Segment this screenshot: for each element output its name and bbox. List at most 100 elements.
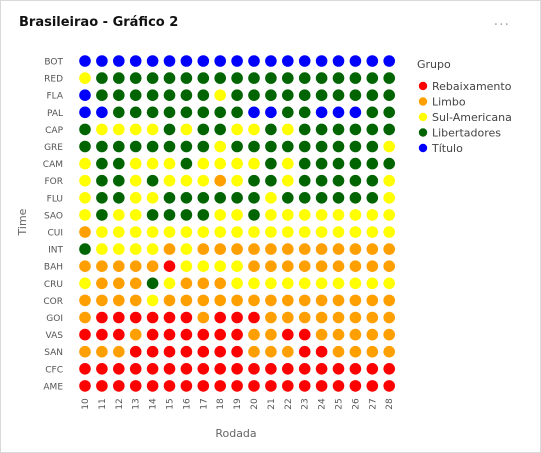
data-dot xyxy=(113,363,125,375)
data-dot xyxy=(383,345,396,358)
data-dot xyxy=(332,243,345,255)
data-dot xyxy=(146,328,159,341)
data-dot xyxy=(366,106,379,119)
y-tick-label: GOI xyxy=(46,314,63,324)
data-dot xyxy=(315,192,328,204)
data-dot xyxy=(79,294,91,307)
data-dot xyxy=(79,209,91,221)
data-dot xyxy=(298,260,311,273)
data-dot xyxy=(180,277,193,290)
data-dot xyxy=(163,380,176,392)
data-dot xyxy=(315,363,328,375)
data-dot xyxy=(248,174,260,187)
data-dot xyxy=(383,123,396,136)
data-dot xyxy=(349,294,362,307)
data-dot xyxy=(163,140,176,153)
data-dot xyxy=(366,89,379,101)
y-tick-label: SAN xyxy=(44,348,63,358)
data-dot xyxy=(248,328,260,341)
data-dot xyxy=(349,363,362,375)
y-tick-label: INT xyxy=(48,246,63,256)
data-dot xyxy=(96,89,108,101)
data-dot xyxy=(96,243,108,255)
data-dot xyxy=(315,89,328,101)
data-dot xyxy=(129,89,142,101)
data-dot xyxy=(383,55,396,67)
data-dot xyxy=(96,123,108,136)
data-dot xyxy=(248,311,260,324)
data-dot xyxy=(315,174,328,187)
data-dot xyxy=(349,140,362,153)
data-dot xyxy=(298,345,311,358)
data-dot xyxy=(180,363,193,375)
data-dot xyxy=(163,243,176,255)
more-icon[interactable]: ... xyxy=(493,13,510,29)
data-dot xyxy=(214,328,226,341)
data-dot xyxy=(231,140,243,153)
data-dot xyxy=(332,260,345,273)
x-tick-label: 25 xyxy=(335,398,345,409)
data-dot xyxy=(79,311,91,324)
data-dot xyxy=(180,345,193,358)
data-dot xyxy=(129,260,142,273)
data-dot xyxy=(214,363,226,375)
data-dot xyxy=(298,328,311,341)
data-dot xyxy=(349,260,362,273)
legend-swatch xyxy=(418,81,428,91)
data-dot xyxy=(383,209,396,221)
data-dot xyxy=(231,174,243,187)
data-dot xyxy=(146,106,159,119)
data-dot xyxy=(214,311,226,324)
data-dot xyxy=(366,380,379,392)
data-dot xyxy=(113,294,125,307)
x-tick-label: 13 xyxy=(132,398,142,409)
data-dot xyxy=(298,209,311,221)
x-tick-label: 11 xyxy=(98,398,108,409)
data-dot xyxy=(248,226,260,238)
data-dot xyxy=(231,380,243,392)
data-dot xyxy=(146,209,159,221)
legend-entry-label: Rebaixamento xyxy=(432,80,512,93)
data-dot xyxy=(79,192,91,204)
data-dot xyxy=(366,123,379,136)
data-dot xyxy=(146,157,159,170)
x-tick-label: 10 xyxy=(81,398,91,410)
x-tick-label: 16 xyxy=(182,398,192,410)
data-dot xyxy=(113,192,125,204)
data-dot xyxy=(315,209,328,221)
data-dot xyxy=(214,209,226,221)
data-dot xyxy=(79,140,91,153)
data-dot xyxy=(197,192,210,204)
data-dot xyxy=(180,311,193,324)
data-dot xyxy=(366,226,379,238)
data-dot xyxy=(366,294,379,307)
data-dot xyxy=(282,328,294,341)
y-tick-label: CRU xyxy=(44,280,63,290)
data-dot xyxy=(197,294,210,307)
data-dot xyxy=(231,277,243,290)
data-dot xyxy=(248,192,260,204)
data-dot xyxy=(214,243,226,255)
data-dot xyxy=(163,157,176,170)
data-dot xyxy=(146,294,159,307)
data-dot xyxy=(265,328,277,341)
data-dot xyxy=(180,72,193,84)
data-dot xyxy=(265,243,277,255)
data-dot xyxy=(146,123,159,136)
data-dot xyxy=(265,363,277,375)
data-dot xyxy=(282,380,294,392)
data-dot xyxy=(332,55,345,67)
data-dot xyxy=(282,174,294,187)
data-dot xyxy=(248,209,260,221)
data-dot xyxy=(349,157,362,170)
chart-title: Brasileirao - Gráfico 2 xyxy=(19,15,179,30)
data-dot xyxy=(96,328,108,341)
data-dot xyxy=(231,106,243,119)
data-dot xyxy=(332,89,345,101)
data-dot xyxy=(366,243,379,255)
data-dot xyxy=(214,89,226,101)
data-dot xyxy=(265,89,277,101)
data-dot xyxy=(180,174,193,187)
data-dot xyxy=(180,243,193,255)
data-dot xyxy=(129,106,142,119)
